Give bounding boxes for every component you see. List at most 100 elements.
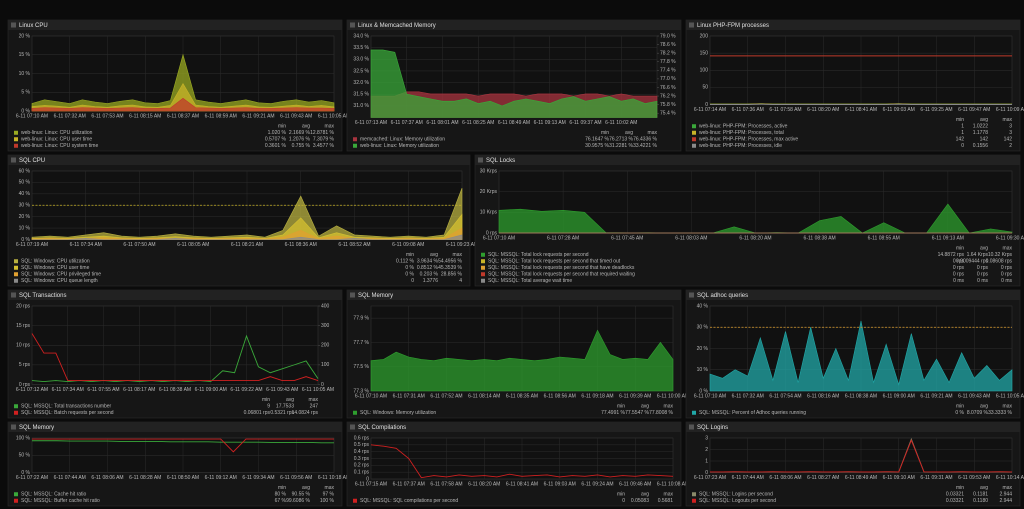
y-tick-label: 0 % xyxy=(21,237,30,243)
y-tick-label: 30 % xyxy=(19,203,31,209)
y-tick-label: 77.5 % xyxy=(353,364,369,370)
x-tick-label: 6-11 07:37 AM xyxy=(393,481,425,487)
x-tick-label: 6-11 08:20 AM xyxy=(468,481,500,487)
legend-stat: 10.32 Krps xyxy=(988,252,1013,258)
series-line xyxy=(710,439,1013,473)
panel-title: Linux & Memcached Memory xyxy=(358,23,436,29)
legend-stat: 2.944 xyxy=(999,492,1012,498)
legend-stat: 12.8781 % xyxy=(310,130,334,136)
legend-stat: 30.9575 % xyxy=(585,143,609,149)
y-tick-label: 20 rps xyxy=(16,303,30,309)
y-tick-label: 20 % xyxy=(697,346,709,352)
y-tick-label: 20 % xyxy=(19,214,31,220)
legend-stat: 3.4577 % xyxy=(313,143,335,149)
legend-stat: 1.64 Krps xyxy=(967,252,989,258)
legend-swatch xyxy=(14,259,18,264)
x-tick-label: 6-11 07:10 AM xyxy=(16,113,48,119)
panel-icon xyxy=(11,292,16,298)
legend-stat: 76.2713 % xyxy=(609,137,633,143)
legend-stat: 0.1180 xyxy=(973,498,988,504)
legend-stat: 0.08608 rps xyxy=(986,259,1013,265)
legend-header: avg xyxy=(625,130,633,136)
y2-tick-label: 77.0 % xyxy=(660,76,676,82)
legend-header: avg xyxy=(980,117,988,123)
x-tick-label: 6-11 09:18 AM xyxy=(581,393,613,399)
y2-tick-label: 78.6 % xyxy=(660,42,676,48)
panel-header xyxy=(8,20,342,30)
y-tick-label: 0 % xyxy=(699,388,708,394)
series-line xyxy=(32,438,334,453)
legend-stat: 2 xyxy=(1009,143,1012,149)
legend-swatch xyxy=(14,404,18,409)
legend-name: SQL: MSSQL: Batch requests per second xyxy=(21,410,114,416)
panel-title: SQL Compilations xyxy=(358,425,406,431)
x-tick-label: 6-11 08:41 AM xyxy=(845,107,877,113)
legend-stat: 0 % xyxy=(405,272,414,278)
legend-header: avg xyxy=(641,492,649,498)
legend-swatch xyxy=(14,137,18,142)
y-tick-label: 32.5 % xyxy=(353,68,369,74)
y2-tick-label: 75.8 % xyxy=(660,102,676,108)
x-tick-label: 6-11 08:52 AM xyxy=(338,242,370,248)
series-area xyxy=(31,188,463,240)
legend-header: max xyxy=(309,397,319,403)
legend-name: SQL: MSSQL: Total lock requests per seco… xyxy=(488,259,621,265)
panel-icon xyxy=(689,424,694,430)
legend-name: SQL: MSSQL: Total lock requests per seco… xyxy=(488,272,635,278)
x-tick-label: 6-11 07:10 AM xyxy=(483,235,515,241)
legend-swatch xyxy=(14,410,18,415)
y2-tick-label: 0 xyxy=(321,382,324,388)
y2-tick-label: 75.4 % xyxy=(660,111,676,117)
legend-header: min xyxy=(956,246,964,252)
legend-swatch xyxy=(14,278,18,283)
x-tick-label: 6-11 08:15 AM xyxy=(129,113,161,119)
legend-header: max xyxy=(1003,485,1013,491)
legend-stat: 54.4956 % xyxy=(438,259,462,265)
x-tick-label: 6-11 10:05 AM xyxy=(302,387,334,393)
legend-header: avg xyxy=(641,404,649,410)
y-tick-label: 77.7 % xyxy=(353,340,369,346)
legend-header: avg xyxy=(430,252,438,258)
legend-swatch xyxy=(353,143,357,148)
legend-swatch xyxy=(14,498,18,503)
legend-header: max xyxy=(648,130,658,136)
x-tick-label: 6-11 08:41 AM xyxy=(506,481,538,487)
y-tick-label: 10 % xyxy=(19,225,31,231)
x-tick-label: 6-11 09:21 AM xyxy=(242,113,274,119)
legend-name: SQL: Windows: CPU queue length xyxy=(21,278,98,284)
legend-header: min xyxy=(956,117,964,123)
series-line xyxy=(31,333,319,382)
panel-title: SQL Memory xyxy=(358,293,393,299)
x-tick-label: 6-11 10:18 AM xyxy=(318,475,350,481)
legend-header: min xyxy=(262,397,270,403)
legend-header: max xyxy=(664,404,674,410)
legend-name: SQL: MSSQL: Buffer cache hit ratio xyxy=(21,498,100,504)
legend-stat: 76.1647 % xyxy=(585,137,609,143)
legend-stat: 17.7533 xyxy=(276,404,294,410)
legend-swatch xyxy=(14,265,18,270)
x-tick-label: 6-11 09:13 AM xyxy=(932,235,964,241)
x-tick-label: 6-11 07:28 AM xyxy=(547,235,579,241)
legend-stat: 0 xyxy=(961,143,964,149)
y-tick-label: 40 % xyxy=(19,191,31,197)
x-tick-label: 6-11 08:20 AM xyxy=(739,235,771,241)
legend-name: SQL: Windows: CPU privileged time xyxy=(21,272,101,278)
legend-stat: 0.1556 xyxy=(973,143,989,149)
x-tick-label: 6-11 08:38 AM xyxy=(804,235,836,241)
legend-stat: 1.020 % xyxy=(268,130,287,136)
y-tick-label: 32.0 % xyxy=(353,80,369,86)
x-tick-label: 6-11 09:47 AM xyxy=(958,107,990,113)
x-tick-label: 6-11 10:00 AM xyxy=(657,393,689,399)
legend-stat: 0.112 % xyxy=(396,259,415,265)
panel-header xyxy=(8,290,342,300)
legend-stat: 2.944 xyxy=(999,498,1012,504)
y-tick-label: 31.5 % xyxy=(353,92,369,98)
x-tick-label: 6-11 09:03 AM xyxy=(883,107,915,113)
legend-header: avg xyxy=(980,485,988,491)
panel-header xyxy=(686,290,1020,300)
x-tick-label: 6-11 07:53 AM xyxy=(91,113,123,119)
legend-stat: 4 xyxy=(459,278,462,284)
x-tick-label: 6-11 09:24 AM xyxy=(581,481,613,487)
legend-name: web-linux: PHP-FPM: Processes, active xyxy=(699,124,788,130)
y-tick-label: 1 xyxy=(705,458,708,464)
